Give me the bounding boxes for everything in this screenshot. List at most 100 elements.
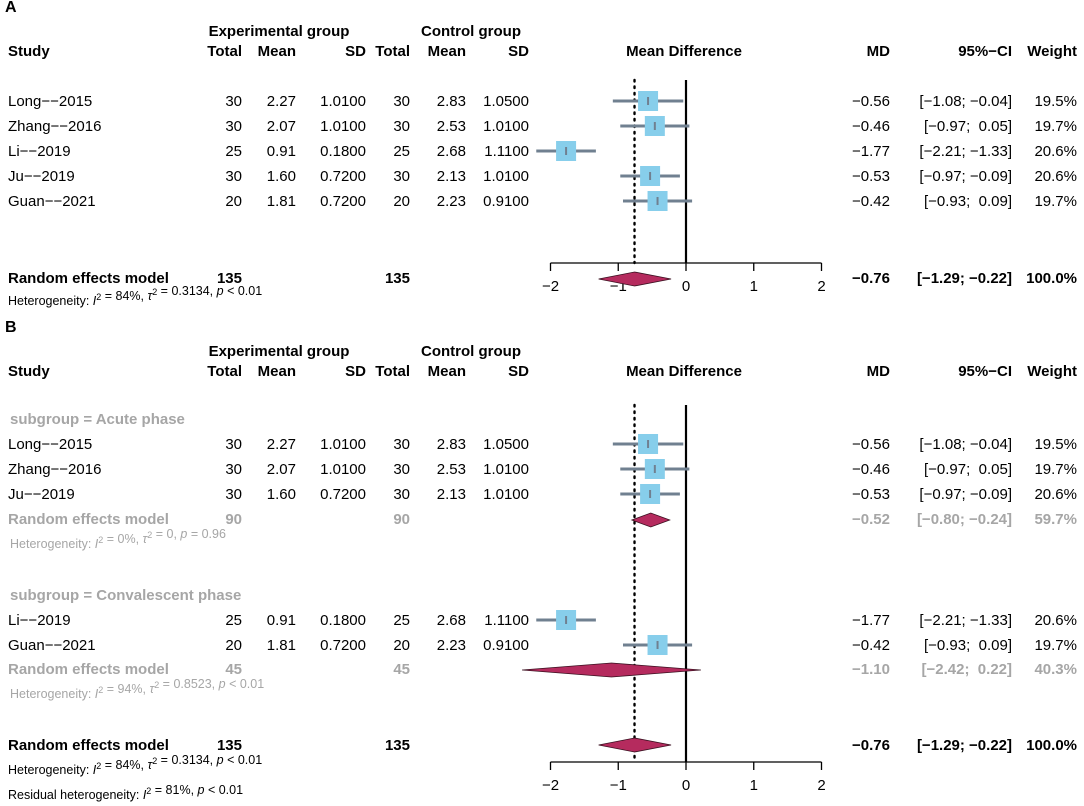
md-value: −0.76: [852, 270, 890, 287]
weight-value: 20.6%: [1034, 486, 1077, 503]
md-header: MD: [867, 363, 890, 380]
ctrl-sd: 1.0100: [483, 461, 529, 478]
exp-sd: 1.0100: [320, 436, 366, 453]
exp-mean: 2.07: [267, 461, 296, 478]
sd-header: SD: [508, 43, 529, 60]
md-header: MD: [867, 43, 890, 60]
ctrl-total: 30: [393, 93, 410, 110]
md-value: −0.53: [852, 168, 890, 185]
panel-label: B: [5, 319, 17, 336]
ci-header: 95%−CI: [958, 363, 1012, 380]
ctrl-sd: 1.0500: [483, 436, 529, 453]
exp-total: 90: [225, 511, 242, 528]
ci-value: [−0.93; 0.09]: [924, 637, 1012, 654]
ci-value: [−2.42; 0.22]: [922, 661, 1012, 678]
total-header: Total: [375, 363, 410, 380]
exp-total: 30: [225, 461, 242, 478]
ctrl-total: 135: [385, 270, 410, 287]
sd-header: SD: [345, 43, 366, 60]
study-header: Study: [8, 43, 50, 60]
exp-mean: 0.91: [267, 612, 296, 629]
exp-sd: 1.0100: [320, 93, 366, 110]
ctrl-mean: 2.23: [437, 193, 466, 210]
md-value: −0.52: [852, 511, 890, 528]
weight-value: 100.0%: [1026, 737, 1077, 754]
residual-heterogeneity-text: Residual heterogeneity: I2 = 81%, p < 0.…: [8, 783, 243, 802]
exp-total: 20: [225, 637, 242, 654]
exp-sd: 0.7200: [320, 486, 366, 503]
study-name: Guan−−2021: [8, 637, 96, 654]
ctrl-total: 30: [393, 436, 410, 453]
ctrl-total: 45: [393, 661, 410, 678]
weight-value: 19.5%: [1034, 93, 1077, 110]
mean-header: Mean: [258, 363, 296, 380]
md-value: −0.42: [852, 193, 890, 210]
experimental-group-header: Experimental group: [209, 343, 350, 360]
ctrl-total: 135: [385, 737, 410, 754]
study-name: Zhang−−2016: [8, 118, 101, 135]
exp-total: 30: [225, 486, 242, 503]
exp-total: 30: [225, 168, 242, 185]
ctrl-mean: 2.13: [437, 168, 466, 185]
weight-value: 40.3%: [1034, 661, 1077, 678]
study-name: Long−−2015: [8, 93, 92, 110]
md-value: −0.42: [852, 637, 890, 654]
exp-sd: 0.7200: [320, 637, 366, 654]
weight-value: 59.7%: [1034, 511, 1077, 528]
exp-mean: 2.27: [267, 436, 296, 453]
overall-effect-diamond: [598, 271, 672, 287]
study-name: Guan−−2021: [8, 193, 96, 210]
x-axis-tick-label: −2: [542, 777, 559, 794]
exp-sd: 0.1800: [320, 143, 366, 160]
ci-value: [−1.08; −0.04]: [919, 93, 1012, 110]
study-name: Random effects model: [8, 511, 169, 528]
study-name: Ju−−2019: [8, 168, 75, 185]
ci-value: [−0.80; −0.24]: [917, 511, 1012, 528]
md-value: −0.53: [852, 486, 890, 503]
weight-header: Weight: [1027, 363, 1077, 380]
study-name: Random effects model: [8, 270, 169, 287]
weight-header: Weight: [1027, 43, 1077, 60]
exp-mean: 1.60: [267, 168, 296, 185]
overall-effect-diamond: [598, 737, 672, 753]
ctrl-total: 30: [393, 486, 410, 503]
subgroup-effect-diamond: [630, 512, 671, 528]
study-name: Random effects model: [8, 737, 169, 754]
x-axis-tick-label: −1: [610, 777, 627, 794]
x-axis-tick-label: −2: [542, 278, 559, 295]
ctrl-sd: 1.1100: [484, 143, 529, 160]
exp-mean: 2.07: [267, 118, 296, 135]
exp-total: 30: [225, 118, 242, 135]
md-value: −0.46: [852, 118, 890, 135]
heterogeneity-text: Heterogeneity: I2 = 84%, τ2 = 0.3134, p …: [8, 284, 262, 308]
total-header: Total: [207, 43, 242, 60]
ctrl-mean: 2.68: [437, 612, 466, 629]
exp-total: 25: [225, 143, 242, 160]
ci-value: [−2.21; −1.33]: [919, 143, 1012, 160]
weight-value: 100.0%: [1026, 270, 1077, 287]
exp-mean: 1.81: [267, 193, 296, 210]
exp-sd: 0.7200: [320, 193, 366, 210]
exp-mean: 2.27: [267, 93, 296, 110]
exp-sd: 0.1800: [320, 612, 366, 629]
ctrl-total: 25: [393, 143, 410, 160]
md-value: −0.56: [852, 436, 890, 453]
md-value: −1.10: [852, 661, 890, 678]
ctrl-sd: 1.0100: [483, 118, 529, 135]
exp-mean: 0.91: [267, 143, 296, 160]
ctrl-total: 30: [393, 168, 410, 185]
study-name: Random effects model: [8, 661, 169, 678]
ctrl-sd: 1.0100: [483, 168, 529, 185]
weight-value: 19.7%: [1034, 193, 1077, 210]
ci-value: [−1.08; −0.04]: [919, 436, 1012, 453]
subgroup-heterogeneity-text: Heterogeneity: I2 = 94%, τ2 = 0.8523, p …: [10, 677, 264, 701]
ctrl-sd: 1.0500: [483, 93, 529, 110]
mean-header: Mean: [428, 43, 466, 60]
study-header: Study: [8, 363, 50, 380]
ci-header: 95%−CI: [958, 43, 1012, 60]
ci-value: [−1.29; −0.22]: [917, 737, 1012, 754]
weight-value: 20.6%: [1034, 612, 1077, 629]
ctrl-mean: 2.53: [437, 461, 466, 478]
md-value: −1.77: [852, 612, 890, 629]
